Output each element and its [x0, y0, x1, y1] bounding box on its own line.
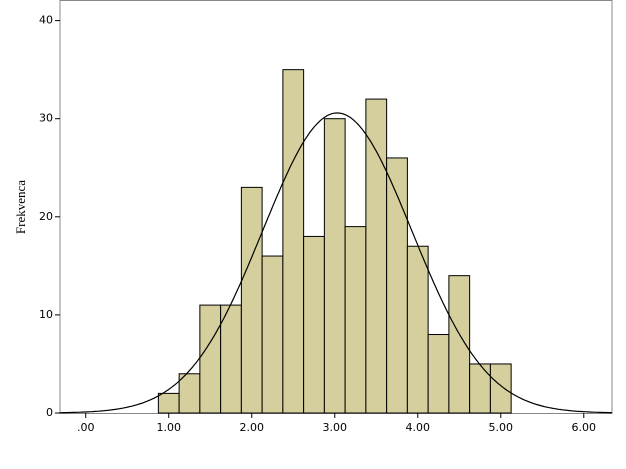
- bar: [406, 245, 429, 414]
- x-tick-label: 3.00: [323, 421, 348, 434]
- bar: [282, 69, 305, 414]
- y-axis-label: Frekvenca: [13, 180, 28, 234]
- bar: [344, 226, 367, 414]
- bar: [178, 373, 201, 414]
- bar: [220, 304, 242, 414]
- y-tick-label: 40: [39, 14, 53, 27]
- y-tick-label: 0: [46, 406, 53, 419]
- bar: [157, 392, 180, 414]
- bar: [240, 186, 263, 414]
- x-tick-label: 1.00: [156, 421, 181, 434]
- x-tick-label: 5.00: [489, 421, 514, 434]
- bar: [427, 334, 450, 414]
- x-tick-label: .00: [77, 421, 95, 434]
- x-tick-label: 4.00: [406, 421, 431, 434]
- bar: [469, 363, 491, 414]
- y-tick-label: 10: [39, 308, 53, 321]
- normal-curve: [60, 112, 613, 414]
- bar: [448, 275, 471, 414]
- bar: [303, 235, 325, 414]
- bar: [261, 255, 284, 414]
- bar: [199, 304, 222, 414]
- y-tick-label: 30: [39, 112, 53, 125]
- x-tick-label: 6.00: [572, 421, 597, 434]
- bar: [489, 363, 512, 414]
- bar: [365, 98, 388, 414]
- x-tick-label: 2.00: [239, 421, 264, 434]
- bar: [323, 118, 346, 414]
- y-tick-label: 20: [39, 210, 53, 223]
